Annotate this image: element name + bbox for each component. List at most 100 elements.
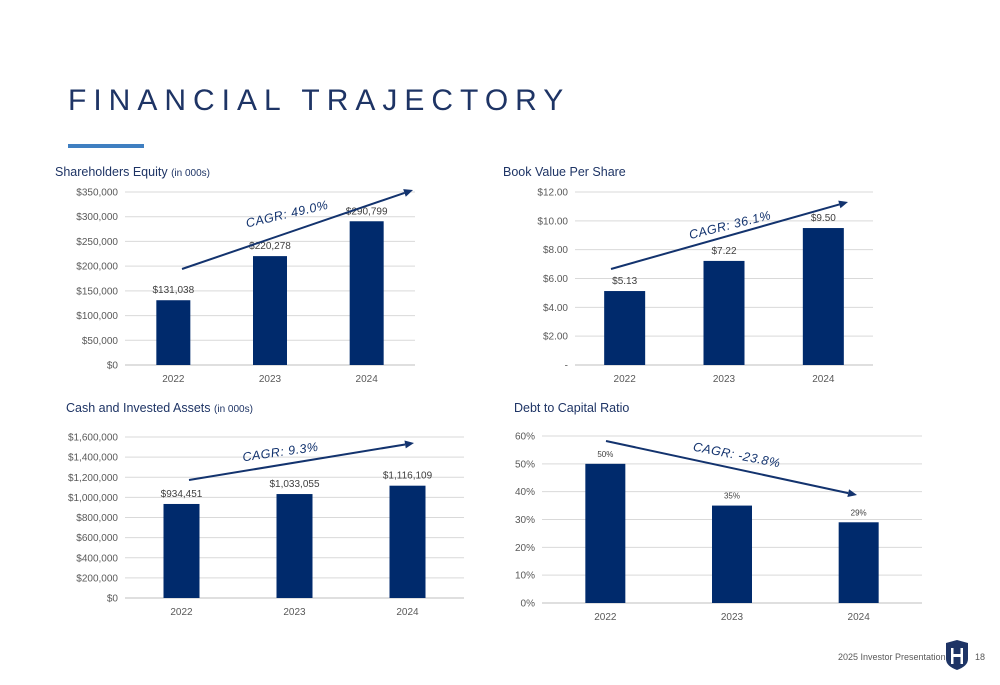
chart-panel-debt-to-capital: Debt to Capital Ratio 0% 10% 20% 30% 40% 50% 6… [514, 401, 934, 626]
bar-chart-book-value-per-share: - $2.00 $4.00 $6.00 $8.00 $10.00 $12.00 $5.13 20… [537, 188, 873, 385]
cagr-arrowhead [404, 440, 414, 449]
bar-chart-debt-to-capital: 0% 10% 20% 30% 40% 50% 60% 50% 2022 35% 2023 29% 202… [515, 432, 922, 623]
title-accent-rule [68, 144, 144, 148]
y-tick-label: - [565, 361, 568, 372]
chart-title-text: Shareholders Equity [55, 165, 168, 179]
y-tick-label: $300,000 [76, 212, 118, 223]
bar-chart-cash-invested-assets: $0 $200,000 $400,000 $600,000 $800,000 $1,000… [68, 433, 464, 618]
y-tick-label: $2.00 [543, 332, 568, 343]
bar-chart-shareholders-equity: $0 $50,000 $100,000 $150,000 $200,000 $250,00… [76, 188, 415, 385]
y-tick-label: $600,000 [76, 533, 118, 544]
x-tick-label: 2024 [848, 612, 871, 623]
y-tick-label: $1,400,000 [68, 453, 118, 464]
cagr-arrowhead [838, 200, 848, 209]
cagr-trend-arrow [605, 440, 849, 495]
chart-panel-book-value-per-share: Book Value Per Share - $2.00 $4.00 $6.00 $8.… [503, 165, 923, 390]
chart-title-note: (in 000s) [171, 168, 210, 179]
cagr-label: CAGR: -23.8% [692, 440, 782, 471]
bar [712, 505, 752, 603]
data-label: $5.13 [612, 276, 637, 287]
cagr-label: CAGR: 36.1% [688, 208, 773, 242]
chart-panel-cash-invested-assets: Cash and Invested Assets (in 000s) $0 $20… [66, 401, 486, 626]
y-tick-label: $250,000 [76, 237, 118, 248]
y-tick-label: $4.00 [543, 303, 568, 314]
chart-title-note: (in 000s) [214, 404, 253, 415]
chart-title-text: Debt to Capital Ratio [514, 401, 630, 415]
y-tick-label: $100,000 [76, 311, 118, 322]
y-tick-label: 10% [515, 571, 535, 582]
data-label: $1,116,109 [383, 471, 433, 482]
y-tick-label: $50,000 [82, 336, 119, 347]
y-tick-label: $8.00 [543, 245, 568, 256]
chart-title: Shareholders Equity (in 000s) [55, 165, 210, 179]
y-tick-label: $10.00 [537, 216, 568, 227]
bar [585, 463, 626, 603]
x-tick-label: 2022 [614, 374, 637, 385]
y-tick-label: 0% [521, 599, 536, 610]
bar [349, 221, 384, 365]
chart-title: Debt to Capital Ratio [514, 401, 629, 415]
chart-panel-shareholders-equity: Shareholders Equity (in 000s) $0 $50,000 $… [55, 165, 475, 390]
footer-text: 2025 Investor Presentation [838, 652, 946, 662]
y-tick-label: 20% [515, 543, 535, 554]
y-tick-label: $1,000,000 [68, 493, 118, 504]
y-tick-label: $350,000 [76, 188, 118, 199]
x-tick-label: 2023 [259, 374, 282, 385]
bar [703, 260, 745, 365]
y-tick-label: $0 [107, 361, 119, 372]
bar [253, 256, 287, 365]
y-tick-label: $12.00 [537, 188, 568, 199]
y-tick-label: $1,600,000 [68, 433, 118, 444]
chart-title-text: Cash and Invested Assets [66, 401, 211, 415]
cagr-arrowhead [403, 189, 413, 197]
x-tick-label: 2022 [594, 612, 617, 623]
y-tick-label: 30% [515, 515, 535, 526]
bar [276, 494, 313, 598]
cagr-trend-arrow [188, 443, 406, 481]
chart-title: Book Value Per Share [503, 165, 626, 179]
y-tick-label: $800,000 [76, 513, 118, 524]
y-tick-label: $200,000 [76, 573, 118, 584]
x-tick-label: 2022 [162, 374, 185, 385]
chart-title-text: Book Value Per Share [503, 165, 626, 179]
page-number: 18 [975, 652, 986, 662]
cagr-arrowhead [847, 489, 857, 498]
y-tick-label: $0 [107, 594, 119, 605]
x-tick-label: 2023 [283, 607, 306, 618]
data-label: 29% [851, 508, 867, 517]
data-label: $7.22 [711, 246, 736, 257]
cagr-trend-arrow [610, 203, 840, 270]
data-label: $220,278 [249, 241, 291, 252]
h-shield-logo-icon [944, 640, 970, 675]
cagr-trend-arrow [181, 191, 405, 270]
data-label: $1,033,055 [269, 479, 319, 490]
bar [156, 300, 191, 365]
y-tick-label: $200,000 [76, 262, 118, 273]
bar [838, 522, 879, 603]
y-tick-label: 40% [515, 487, 535, 498]
x-tick-label: 2023 [721, 612, 744, 623]
y-tick-label: $400,000 [76, 553, 118, 564]
y-tick-label: 60% [515, 432, 535, 443]
data-label: $9.50 [811, 213, 836, 224]
page-title: FINANCIAL TRAJECTORY [68, 84, 571, 117]
data-label: $131,038 [152, 285, 194, 296]
x-tick-label: 2022 [170, 607, 193, 618]
y-tick-label: $1,200,000 [68, 473, 118, 484]
y-tick-label: $6.00 [543, 274, 568, 285]
y-tick-label: 50% [515, 459, 535, 470]
bar [389, 485, 426, 598]
x-tick-label: 2024 [356, 374, 379, 385]
x-tick-label: 2023 [713, 374, 736, 385]
bar [163, 503, 200, 598]
data-label: $290,799 [346, 206, 388, 217]
bar [604, 291, 646, 365]
chart-title: Cash and Invested Assets (in 000s) [66, 401, 253, 415]
bar [802, 228, 844, 365]
cagr-label: CAGR: 49.0% [245, 198, 330, 231]
x-tick-label: 2024 [812, 374, 835, 385]
x-tick-label: 2024 [396, 607, 419, 618]
data-label: 50% [597, 450, 613, 459]
data-label: 35% [724, 492, 740, 501]
data-label: $934,451 [161, 489, 203, 500]
